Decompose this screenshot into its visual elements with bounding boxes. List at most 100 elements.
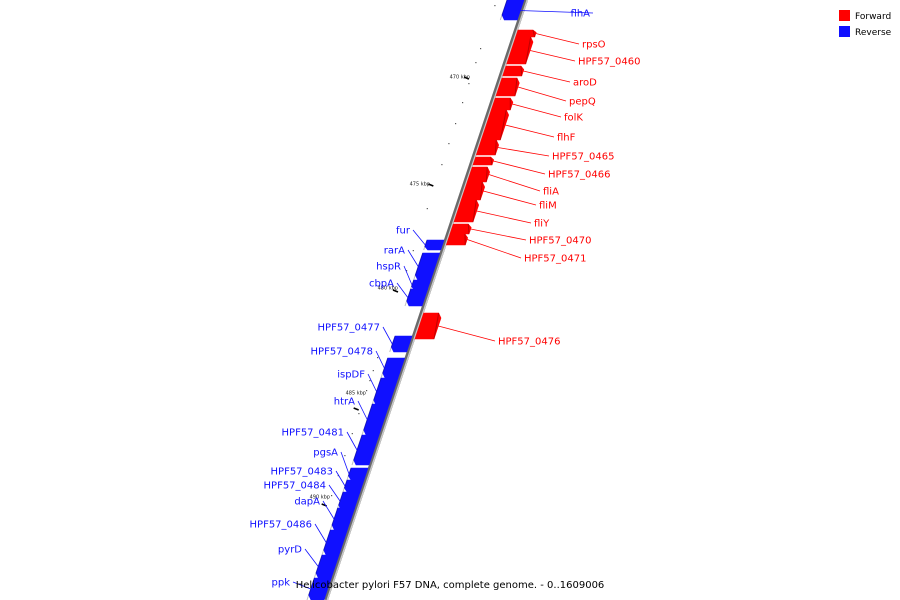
gene-edge-shade <box>423 239 428 251</box>
gene-hpf57_0465[interactable] <box>475 139 500 156</box>
gene-hspr[interactable] <box>411 279 432 291</box>
gene-leader-line <box>497 147 550 157</box>
gene-label-cbpa[interactable]: cbpA <box>369 279 394 290</box>
position-dot <box>441 164 443 166</box>
gene-labels: flhA rpsO HPF57_0460 aroD pepQ folK flhF HPF57_… <box>250 9 640 590</box>
gene-hpf57_0477[interactable] <box>390 335 413 353</box>
gene-label-hpf57_0460[interactable]: HPF57_0460 <box>578 57 640 68</box>
gene-label-flha[interactable]: flhA <box>571 9 591 20</box>
gene-label-rpso[interactable]: rpsO <box>582 40 606 51</box>
gene-hpf57_0466[interactable] <box>472 156 495 166</box>
gene-hpf57_0471[interactable] <box>445 233 469 246</box>
gene-arod[interactable] <box>502 65 525 77</box>
gene-pepq[interactable] <box>495 77 520 97</box>
gene-leader-line <box>470 228 527 241</box>
gene-label-hpf57_0471[interactable]: HPF57_0471 <box>524 254 586 265</box>
gene-leader-line <box>357 400 368 420</box>
gene-label-ppk[interactable]: ppk <box>272 578 291 589</box>
gene-label-hpf57_0476[interactable]: HPF57_0476 <box>498 337 560 348</box>
gene-flhf[interactable] <box>480 109 510 141</box>
legend-reverse-label: Reverse <box>855 28 892 38</box>
gene-edge-shade <box>479 181 483 201</box>
gene-hpf57_0460[interactable] <box>506 36 534 65</box>
gene-leader-line <box>367 373 377 392</box>
gene-hpf57_0486[interactable] <box>323 529 348 556</box>
gene-ppk[interactable] <box>308 577 332 600</box>
genome-backbone <box>324 0 528 600</box>
gene-leader-line <box>375 350 385 369</box>
gene-hpf57_0484[interactable] <box>338 491 361 511</box>
gene-features <box>306 0 537 600</box>
legend-reverse-swatch <box>839 26 850 37</box>
gene-fur[interactable] <box>424 239 445 251</box>
gene-label-flim[interactable]: fliM <box>539 201 557 212</box>
gene-label-fur[interactable]: fur <box>396 226 411 237</box>
gene-leader-line <box>535 33 580 45</box>
gene-label-hpf57_0481[interactable]: HPF57_0481 <box>282 428 344 439</box>
gene-pgsa[interactable] <box>348 467 369 481</box>
sequence-caption: Helicobacter pylori F57 DNA, complete ge… <box>296 580 605 591</box>
gene-htra[interactable] <box>363 403 390 436</box>
position-dot <box>366 390 368 392</box>
gene-pyrd[interactable] <box>315 554 340 579</box>
gene-hpf57_0478[interactable] <box>382 357 406 379</box>
gene-hpf57_0483[interactable] <box>344 479 365 493</box>
gene-fliy[interactable] <box>453 199 480 223</box>
position-dot <box>331 495 333 497</box>
gene-label-hpf57_0465[interactable]: HPF57_0465 <box>552 152 614 163</box>
position-dot <box>462 102 464 104</box>
gene-label-hpf57_0483[interactable]: HPF57_0483 <box>271 467 333 478</box>
gene-label-hpf57_0486[interactable]: HPF57_0486 <box>250 520 312 531</box>
gene-cbpa[interactable] <box>406 288 429 307</box>
gene-edge-shade <box>499 0 508 21</box>
gene-hpf57_0476[interactable] <box>414 312 442 340</box>
gene-leader-line <box>438 325 496 342</box>
gene-flim[interactable] <box>460 181 486 201</box>
gene-leader-line <box>396 282 409 298</box>
gene-rara[interactable] <box>414 252 441 281</box>
gene-label-hpf57_0484[interactable]: HPF57_0484 <box>264 481 326 492</box>
gene-folk[interactable] <box>490 97 514 111</box>
gene-label-rara[interactable]: rarA <box>384 246 405 257</box>
gene-edge-shade <box>467 223 470 235</box>
position-dot <box>480 48 482 50</box>
gene-ispdf[interactable] <box>373 377 399 406</box>
gene-label-pepq[interactable]: pepQ <box>569 97 596 108</box>
gene-label-flia[interactable]: fliA <box>543 187 559 198</box>
scale-tick-label: 485 kbp <box>346 391 366 397</box>
gene-hpf57_0470[interactable] <box>449 223 472 235</box>
position-dot <box>358 413 360 415</box>
gene-label-pyrd[interactable]: pyrD <box>278 545 302 556</box>
gene-leader-line <box>512 103 562 118</box>
gene-label-ispdf[interactable]: ispDF <box>337 370 365 381</box>
gene-leader-line <box>340 451 350 475</box>
gene-rpso[interactable] <box>515 29 537 38</box>
gene-dapa[interactable] <box>331 507 356 531</box>
gene-edge-shade <box>485 166 488 183</box>
gene-leader-line <box>403 265 413 286</box>
gene-label-htra[interactable]: htrA <box>334 397 355 408</box>
gene-edge-shade <box>380 357 389 379</box>
gene-label-hpf57_0478[interactable]: HPF57_0478 <box>311 347 373 358</box>
gene-edge-shade <box>514 77 518 97</box>
gene-edge-shade <box>520 65 523 77</box>
gene-leader-line <box>304 548 319 567</box>
gene-edge-shade <box>490 156 493 166</box>
gene-leader-line <box>328 484 341 502</box>
gene-label-hspr[interactable]: hspR <box>376 262 401 273</box>
gene-edge-shade <box>525 36 532 65</box>
gene-label-dapa[interactable]: dapA <box>294 497 320 508</box>
gene-flia[interactable] <box>466 166 491 183</box>
scale-tick-label: 475 kbp <box>410 182 430 188</box>
gene-label-folk[interactable]: folK <box>564 113 583 124</box>
gene-label-hpf57_0470[interactable]: HPF57_0470 <box>529 236 591 247</box>
gene-label-flhf[interactable]: flhF <box>557 133 576 144</box>
position-dot <box>351 433 353 435</box>
gene-label-pgsa[interactable]: pgsA <box>313 448 338 459</box>
gene-label-hpf57_0466[interactable]: HPF57_0466 <box>548 170 610 181</box>
gene-label-fliy[interactable]: fliY <box>534 219 550 230</box>
gene-label-arod[interactable]: aroD <box>573 78 597 89</box>
gene-label-hpf57_0477[interactable]: HPF57_0477 <box>318 323 380 334</box>
gene-hpf57_0481[interactable] <box>353 434 380 466</box>
gene-leader-line <box>503 9 594 14</box>
